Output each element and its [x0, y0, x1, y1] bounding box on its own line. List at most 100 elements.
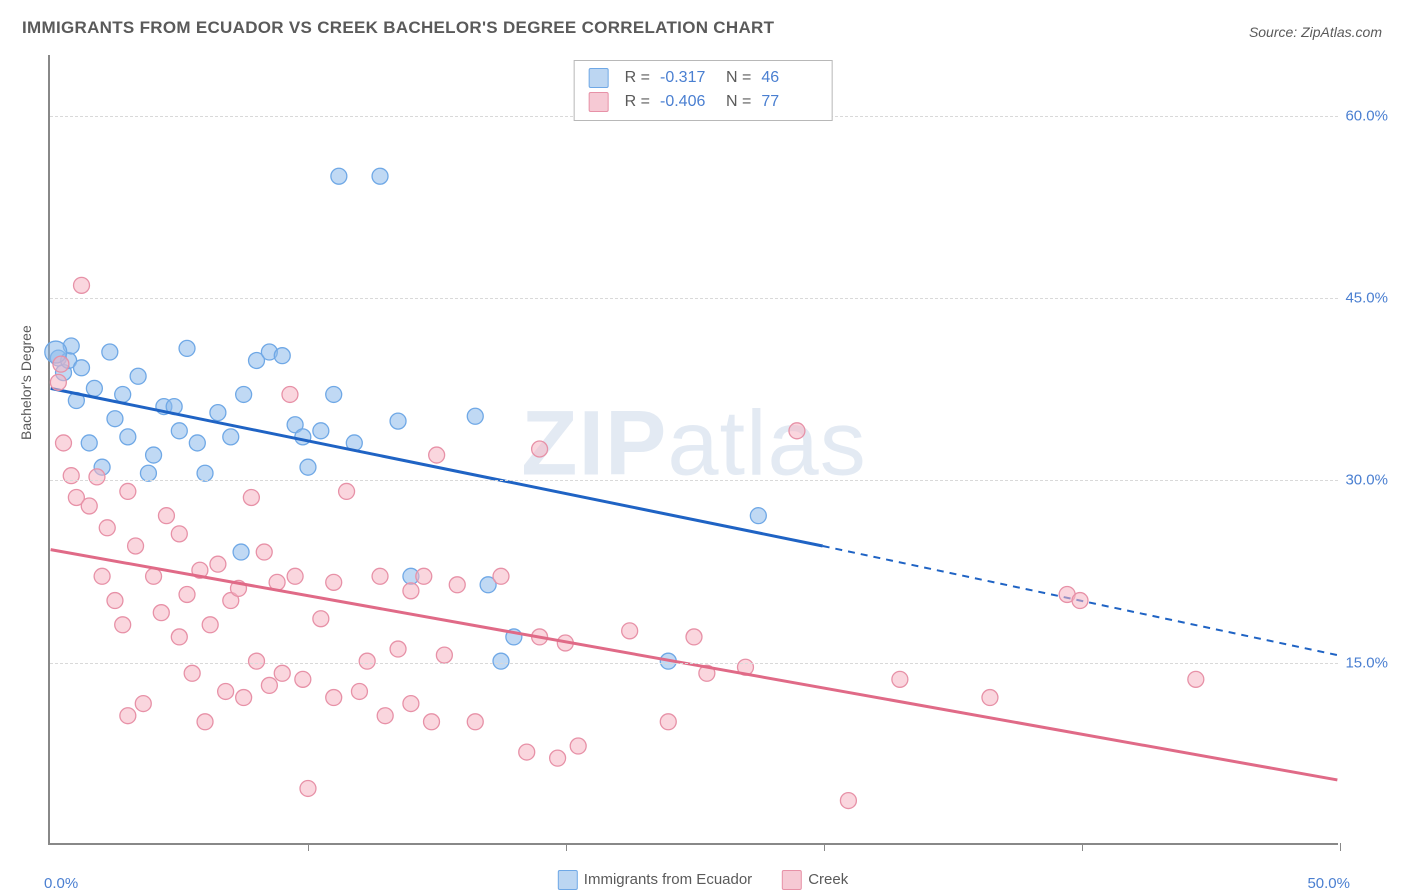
corr-r-value: -0.317: [660, 66, 716, 90]
scatter-point: [686, 629, 702, 645]
y-axis-label: Bachelor's Degree: [18, 325, 34, 440]
scatter-point: [1188, 671, 1204, 687]
scatter-point: [146, 447, 162, 463]
scatter-point: [326, 386, 342, 402]
corr-legend-row: R =-0.317N =46: [589, 66, 818, 90]
scatter-point: [326, 574, 342, 590]
scatter-point: [390, 413, 406, 429]
scatter-point: [218, 683, 234, 699]
scatter-point: [50, 374, 66, 390]
scatter-point: [120, 708, 136, 724]
scatter-point: [493, 653, 509, 669]
scatter-point: [202, 617, 218, 633]
trend-line: [51, 550, 1338, 780]
scatter-point: [892, 671, 908, 687]
x-tick: [566, 843, 567, 851]
scatter-point: [81, 435, 97, 451]
scatter-point: [331, 168, 347, 184]
scatter-point: [377, 708, 393, 724]
scatter-point: [519, 744, 535, 760]
corr-legend-row: R =-0.406N =77: [589, 90, 818, 114]
legend-swatch: [589, 68, 609, 88]
scatter-point: [416, 568, 432, 584]
scatter-point: [223, 429, 239, 445]
scatter-point: [550, 750, 566, 766]
scatter-point: [120, 483, 136, 499]
series-legend-item: Immigrants from Ecuador: [558, 870, 752, 890]
scatter-point: [300, 780, 316, 796]
scatter-point: [750, 508, 766, 524]
scatter-point: [300, 459, 316, 475]
x-max-label: 50.0%: [1307, 875, 1350, 892]
corr-n-label: N =: [726, 90, 751, 114]
y-tick-label: 30.0%: [1345, 472, 1388, 489]
corr-r-label: R =: [625, 66, 650, 90]
x-tick: [308, 843, 309, 851]
scatter-point: [107, 411, 123, 427]
scatter-point: [99, 520, 115, 536]
scatter-point: [210, 556, 226, 572]
scatter-point: [135, 696, 151, 712]
series-legend-label: Creek: [808, 871, 848, 888]
scatter-point: [179, 340, 195, 356]
scatter-point: [89, 469, 105, 485]
scatter-point: [789, 423, 805, 439]
scatter-point: [107, 593, 123, 609]
gridline: [50, 663, 1338, 664]
correlation-legend: R =-0.317N =46R =-0.406N =77: [574, 60, 833, 121]
scatter-point: [359, 653, 375, 669]
scatter-point: [81, 498, 97, 514]
source-credit: Source: ZipAtlas.com: [1249, 24, 1382, 40]
scatter-point: [339, 483, 355, 499]
scatter-point: [115, 617, 131, 633]
scatter-point: [102, 344, 118, 360]
scatter-point: [570, 738, 586, 754]
y-tick-label: 15.0%: [1345, 654, 1388, 671]
scatter-point: [295, 671, 311, 687]
y-tick-label: 45.0%: [1345, 290, 1388, 307]
gridline: [50, 298, 1338, 299]
series-legend: Immigrants from Ecuador Creek: [558, 870, 848, 890]
scatter-point: [429, 447, 445, 463]
scatter-point: [372, 168, 388, 184]
scatter-point: [274, 348, 290, 364]
scatter-point: [313, 611, 329, 627]
scatter-point: [261, 677, 277, 693]
scatter-point: [153, 605, 169, 621]
scatter-point: [840, 793, 856, 809]
scatter-point: [249, 653, 265, 669]
scatter-point: [210, 405, 226, 421]
scatter-point: [1072, 593, 1088, 609]
scatter-point: [256, 544, 272, 560]
scatter-point: [184, 665, 200, 681]
chart-title: IMMIGRANTS FROM ECUADOR VS CREEK BACHELO…: [22, 18, 774, 38]
scatter-point: [146, 568, 162, 584]
scatter-point: [140, 465, 156, 481]
gridline: [50, 480, 1338, 481]
corr-n-label: N =: [726, 66, 751, 90]
scatter-point: [390, 641, 406, 657]
scatter-point: [74, 277, 90, 293]
scatter-point: [372, 568, 388, 584]
scatter-point: [403, 696, 419, 712]
scatter-point: [532, 441, 548, 457]
scatter-point: [86, 380, 102, 396]
scatter-point: [197, 714, 213, 730]
x-tick: [824, 843, 825, 851]
scatter-point: [197, 465, 213, 481]
corr-n-value: 77: [761, 90, 817, 114]
plot-area: ZIPatlas: [48, 55, 1338, 845]
scatter-point: [326, 690, 342, 706]
scatter-point: [243, 490, 259, 506]
scatter-point: [313, 423, 329, 439]
legend-swatch: [782, 870, 802, 890]
scatter-point: [171, 526, 187, 542]
scatter-point: [171, 629, 187, 645]
scatter-point: [56, 435, 72, 451]
scatter-point: [424, 714, 440, 730]
scatter-point: [179, 586, 195, 602]
scatter-point: [982, 690, 998, 706]
corr-r-value: -0.406: [660, 90, 716, 114]
scatter-point: [236, 690, 252, 706]
x-tick: [1082, 843, 1083, 851]
